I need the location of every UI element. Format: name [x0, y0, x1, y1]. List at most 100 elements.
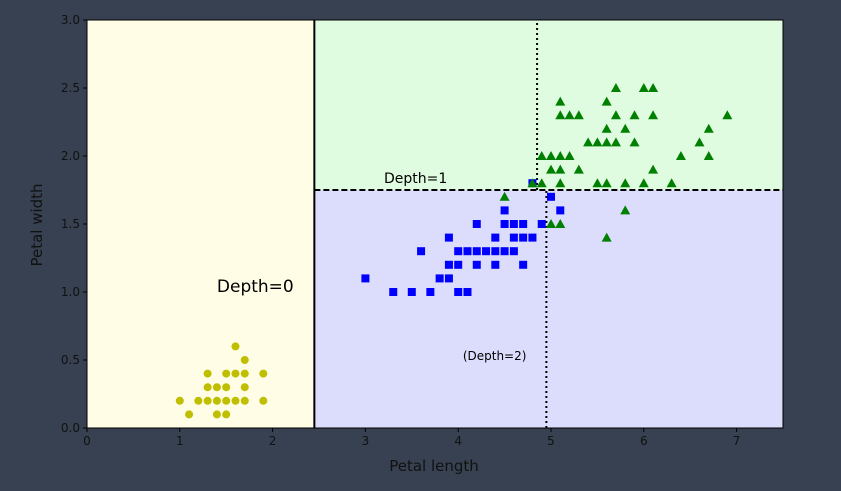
point-triangle-32 — [629, 110, 640, 120]
point-square-12 — [463, 288, 472, 296]
point-square-4 — [426, 288, 435, 296]
point-triangle-34 — [638, 83, 649, 92]
point-square-32 — [537, 220, 546, 228]
point-triangle-38 — [666, 178, 677, 188]
x-tick-label: 3 — [362, 434, 370, 448]
point-square-13 — [463, 247, 472, 256]
point-triangle-3 — [536, 151, 547, 160]
point-square-0 — [361, 274, 370, 283]
series-iris-virginica — [499, 83, 733, 242]
point-square-5 — [435, 274, 444, 283]
point-circle-3 — [203, 396, 212, 405]
point-square-15 — [472, 247, 481, 256]
y-tick-label: 0.5 — [61, 353, 80, 367]
x-tick-label: 4 — [454, 434, 462, 448]
point-square-18 — [491, 260, 500, 269]
y-tick-label: 1.5 — [61, 217, 80, 231]
point-square-21 — [500, 247, 509, 256]
point-triangle-14 — [564, 110, 575, 120]
point-triangle-19 — [592, 137, 603, 147]
point-triangle-13 — [564, 151, 575, 160]
point-triangle-9 — [555, 164, 566, 174]
point-triangle-36 — [648, 110, 659, 120]
point-circle-4 — [203, 383, 212, 392]
point-triangle-10 — [555, 151, 566, 160]
point-circle-17 — [240, 383, 249, 392]
y-tick-label: 3.0 — [61, 13, 80, 27]
annotation-depth-2: (Depth=2) — [463, 349, 527, 363]
depth-annotations: Depth=0 Depth=1 (Depth=2) — [217, 171, 527, 363]
point-triangle-40 — [694, 137, 705, 147]
point-triangle-8 — [555, 178, 566, 188]
point-triangle-42 — [703, 123, 714, 133]
y-tick-label: 1.0 — [61, 285, 80, 299]
point-triangle-41 — [703, 151, 714, 160]
point-triangle-15 — [573, 164, 584, 174]
point-square-28 — [519, 233, 528, 242]
point-triangle-25 — [610, 137, 621, 147]
point-circle-8 — [212, 383, 221, 392]
setosa-region — [87, 20, 315, 428]
point-triangle-12 — [555, 96, 566, 106]
point-triangle-2 — [536, 178, 547, 188]
point-circle-13 — [231, 396, 240, 405]
point-triangle-37 — [648, 83, 659, 92]
point-square-3 — [417, 247, 426, 256]
point-circle-9 — [222, 410, 231, 419]
point-triangle-7 — [555, 219, 566, 228]
point-circle-14 — [231, 369, 240, 378]
annotation-depth-1: Depth=1 — [384, 171, 447, 187]
point-triangle-22 — [601, 123, 612, 133]
point-square-22 — [500, 220, 509, 228]
series-iris-versicolor — [361, 179, 565, 296]
point-square-29 — [519, 220, 528, 228]
point-triangle-0 — [499, 191, 510, 201]
point-triangle-39 — [675, 151, 686, 160]
point-triangle-18 — [592, 178, 603, 188]
decision-regions — [87, 20, 783, 428]
point-triangle-20 — [601, 232, 612, 242]
point-circle-2 — [194, 396, 203, 405]
point-triangle-31 — [629, 137, 640, 147]
x-tick-label: 2 — [269, 434, 277, 448]
point-square-27 — [519, 260, 528, 269]
y-tick-label: 2.0 — [61, 149, 80, 163]
x-tick-label: 6 — [640, 434, 648, 448]
point-square-1 — [389, 288, 398, 296]
point-square-20 — [491, 233, 500, 242]
virginica-region — [314, 20, 783, 190]
point-square-19 — [491, 247, 500, 256]
point-square-7 — [444, 260, 453, 269]
x-tick-label: 1 — [176, 434, 184, 448]
point-triangle-21 — [601, 178, 612, 188]
point-triangle-43 — [722, 110, 733, 120]
point-circle-0 — [175, 396, 184, 405]
y-tick-label: 0.0 — [61, 421, 80, 435]
point-square-24 — [509, 247, 518, 256]
data-points — [175, 83, 733, 419]
y-axis-label: Petal width — [28, 183, 46, 266]
point-triangle-1 — [527, 178, 538, 188]
point-square-30 — [528, 233, 537, 242]
y-axis-ticks: 0.0 0.5 1.0 1.5 2.0 2.5 3.0 — [61, 13, 87, 435]
point-triangle-16 — [573, 110, 584, 120]
x-axis-label: Petal length — [389, 457, 479, 475]
versicolor-region — [314, 190, 783, 428]
point-circle-20 — [259, 396, 268, 405]
point-square-26 — [509, 220, 518, 228]
point-circle-21 — [259, 369, 268, 378]
point-square-10 — [454, 260, 463, 269]
point-triangle-27 — [610, 83, 621, 92]
point-circle-18 — [240, 369, 249, 378]
point-square-9 — [454, 288, 463, 296]
x-tick-label: 7 — [733, 434, 741, 448]
point-square-23 — [500, 206, 509, 215]
point-triangle-30 — [620, 123, 631, 133]
annotation-depth-0: Depth=0 — [217, 277, 294, 297]
point-triangle-6 — [546, 164, 556, 174]
point-circle-19 — [240, 356, 249, 364]
point-square-8 — [444, 233, 453, 242]
point-triangle-24 — [601, 137, 612, 147]
x-tick-label: 5 — [547, 434, 555, 448]
